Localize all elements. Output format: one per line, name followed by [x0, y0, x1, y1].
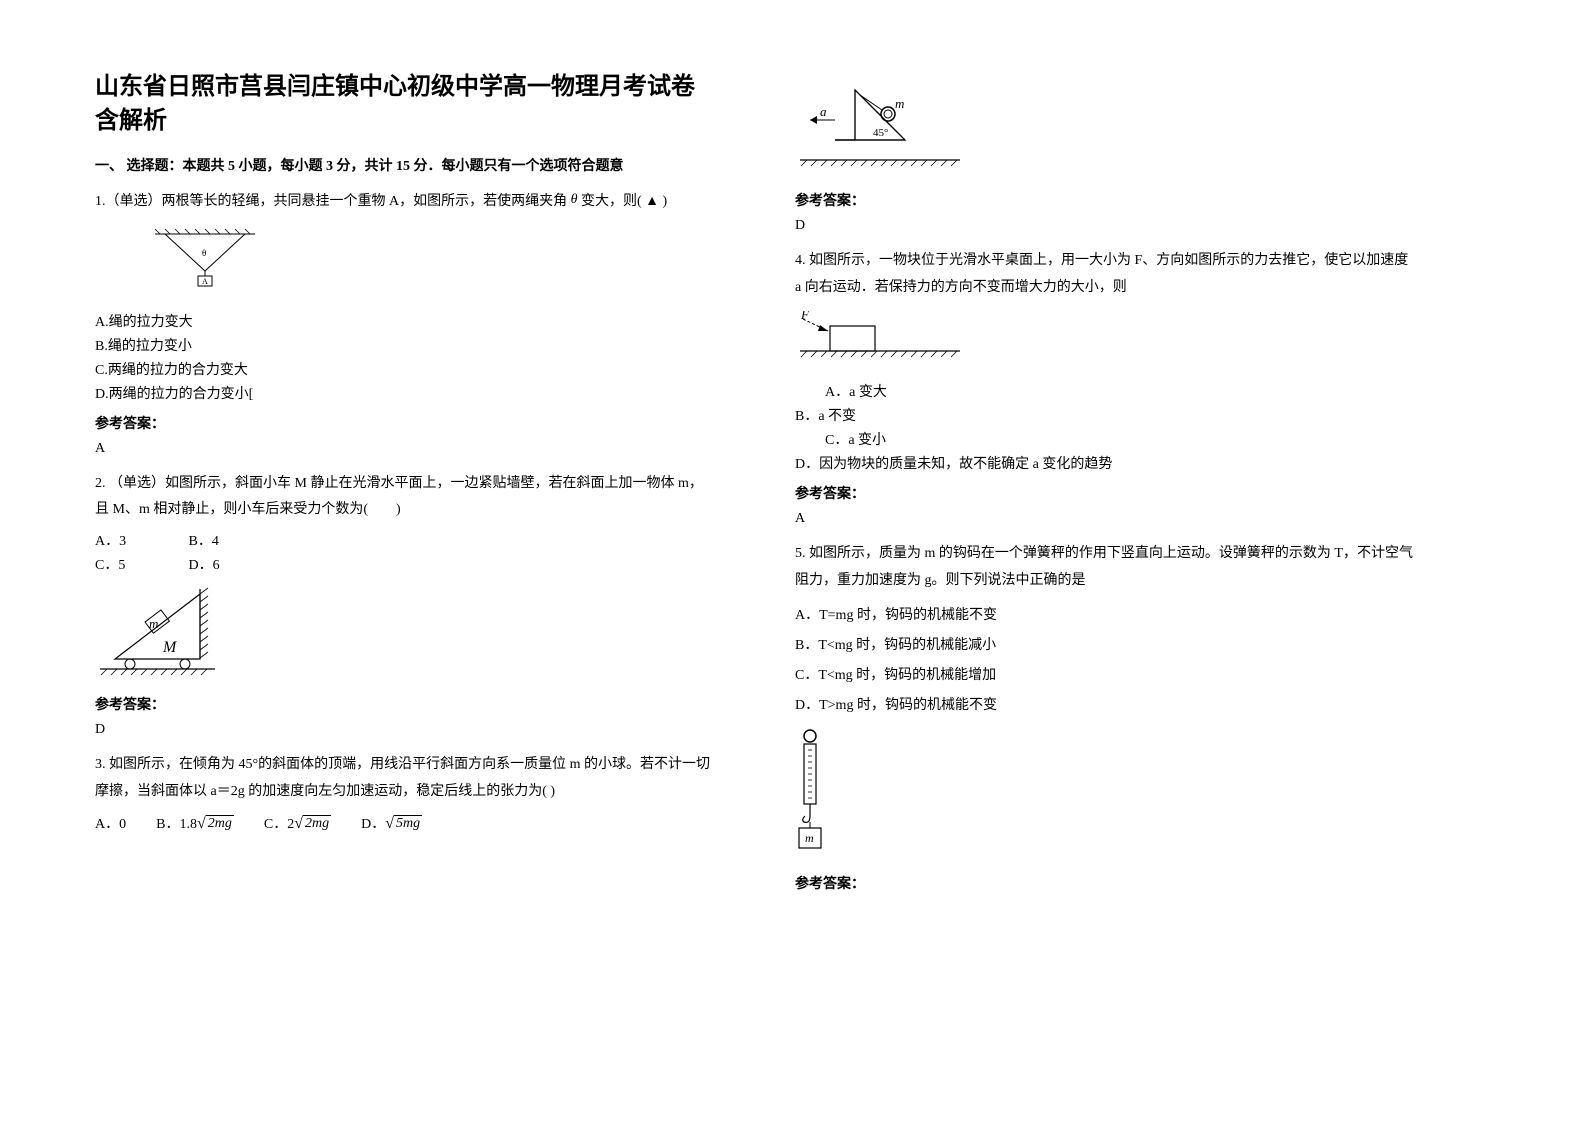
- q5-optD: D．T>mg 时，钩码的机械能不变: [795, 694, 1415, 714]
- q2-stem: 2. （单选）如图所示，斜面小车 M 静止在光滑水平面上，一边紧贴墙壁，若在斜面…: [95, 471, 715, 524]
- q3-svg: a m 45°: [795, 80, 965, 175]
- q1-figure: θ A: [145, 226, 715, 301]
- q2-optA: A．3: [95, 530, 185, 550]
- q5-optC: C．T<mg 时，钩码的机械能增加: [795, 664, 1415, 684]
- page-container: 山东省日照市莒县闫庄镇中心初级中学高一物理月考试卷含解析 一、 选择题：本题共 …: [0, 0, 1587, 929]
- q1-optD: D.两绳的拉力的合力变小[: [95, 383, 715, 403]
- q2-figure: m M: [95, 584, 715, 684]
- q3-optB: B．1.82mg: [156, 813, 234, 833]
- q1-answer: A: [95, 441, 715, 457]
- q2-answer: D: [95, 722, 715, 738]
- q3-answer-label: 参考答案：: [795, 190, 1415, 210]
- q2-m-label: m: [149, 616, 158, 631]
- q1-optC: C.两绳的拉力的合力变大: [95, 359, 715, 379]
- q1-stem-text2: 变大，则( ▲ ): [581, 194, 667, 209]
- q2-M-label: M: [162, 639, 178, 656]
- q2-optD: D．6: [189, 558, 220, 573]
- right-column: a m 45° 参考答案： D 4. 如图所示，一物块位于光滑水平桌面上，用一大…: [795, 70, 1415, 899]
- q3-optD: D．5mg: [361, 813, 422, 833]
- q1-optB: B.绳的拉力变小: [95, 335, 715, 355]
- q4-optA: A．a 变大: [825, 381, 1415, 401]
- q1-a-label: A: [202, 277, 208, 286]
- q4-F-label: F: [800, 311, 810, 322]
- q1-svg: θ A: [145, 226, 265, 296]
- q2-opts-row2: C．5 D．6: [95, 554, 715, 574]
- q1-optA: A.绳的拉力变大: [95, 311, 715, 331]
- q3-answer: D: [795, 218, 1415, 234]
- q1-stem: 1.（单选）两根等长的轻绳，共同悬挂一个重物 A，如图所示，若使两绳夹角 θ 变…: [95, 189, 715, 216]
- q4-figure: F: [795, 311, 1415, 371]
- q2-optC: C．5: [95, 554, 185, 574]
- q3-angle-label: 45°: [873, 127, 888, 139]
- q3-stem: 3. 如图所示，在倾角为 45°的斜面体的顶端，用线沿平行斜面方向系一质量位 m…: [95, 752, 715, 805]
- q2-answer-label: 参考答案：: [95, 694, 715, 714]
- q5-svg: m: [795, 728, 845, 858]
- q1-answer-label: 参考答案：: [95, 413, 715, 433]
- q3-optA: A．0: [95, 813, 126, 833]
- q3-a-label: a: [820, 104, 827, 119]
- q2-optB: B．4: [189, 534, 219, 549]
- q2-opts-row1: A．3 B．4: [95, 530, 715, 550]
- q5-optB: B．T<mg 时，钩码的机械能减小: [795, 634, 1415, 654]
- q5-optA: A．T=mg 时，钩码的机械能不变: [795, 604, 1415, 624]
- q5-m-label: m: [805, 831, 814, 845]
- exam-title: 山东省日照市莒县闫庄镇中心初级中学高一物理月考试卷含解析: [95, 70, 715, 137]
- q3-m-label: m: [895, 96, 904, 111]
- q3-options: A．0 B．1.82mg C．22mg D．5mg: [95, 813, 715, 833]
- left-column: 山东省日照市莒县闫庄镇中心初级中学高一物理月考试卷含解析 一、 选择题：本题共 …: [95, 70, 715, 899]
- q4-stem: 4. 如图所示，一物块位于光滑水平桌面上，用一大小为 F、方向如图所示的力去推它…: [795, 248, 1415, 301]
- theta-symbol: θ: [571, 192, 578, 207]
- q4-optB: B．a 不变: [795, 405, 1415, 425]
- q5-answer-label: 参考答案：: [795, 873, 1415, 893]
- q4-optC: C．a 变小: [825, 429, 1415, 449]
- q1-theta-label: θ: [202, 248, 206, 258]
- q3-figure: a m 45°: [795, 80, 1415, 180]
- q2-svg: m M: [95, 584, 235, 679]
- section1-header: 一、 选择题：本题共 5 小题，每小题 3 分，共计 15 分．每小题只有一个选…: [95, 155, 715, 175]
- q4-answer: A: [795, 511, 1415, 527]
- q5-stem: 5. 如图所示，质量为 m 的钩码在一个弹簧秤的作用下竖直向上运动。设弹簧秤的示…: [795, 541, 1415, 594]
- q4-answer-label: 参考答案：: [795, 483, 1415, 503]
- q1-stem-text1: 1.（单选）两根等长的轻绳，共同悬挂一个重物 A，如图所示，若使两绳夹角: [95, 194, 567, 209]
- q4-optD: D．因为物块的质量未知，故不能确定 a 变化的趋势: [795, 453, 1415, 473]
- q3-optC: C．22mg: [264, 813, 331, 833]
- q4-svg: F: [795, 311, 965, 366]
- q5-figure: m: [795, 728, 1415, 863]
